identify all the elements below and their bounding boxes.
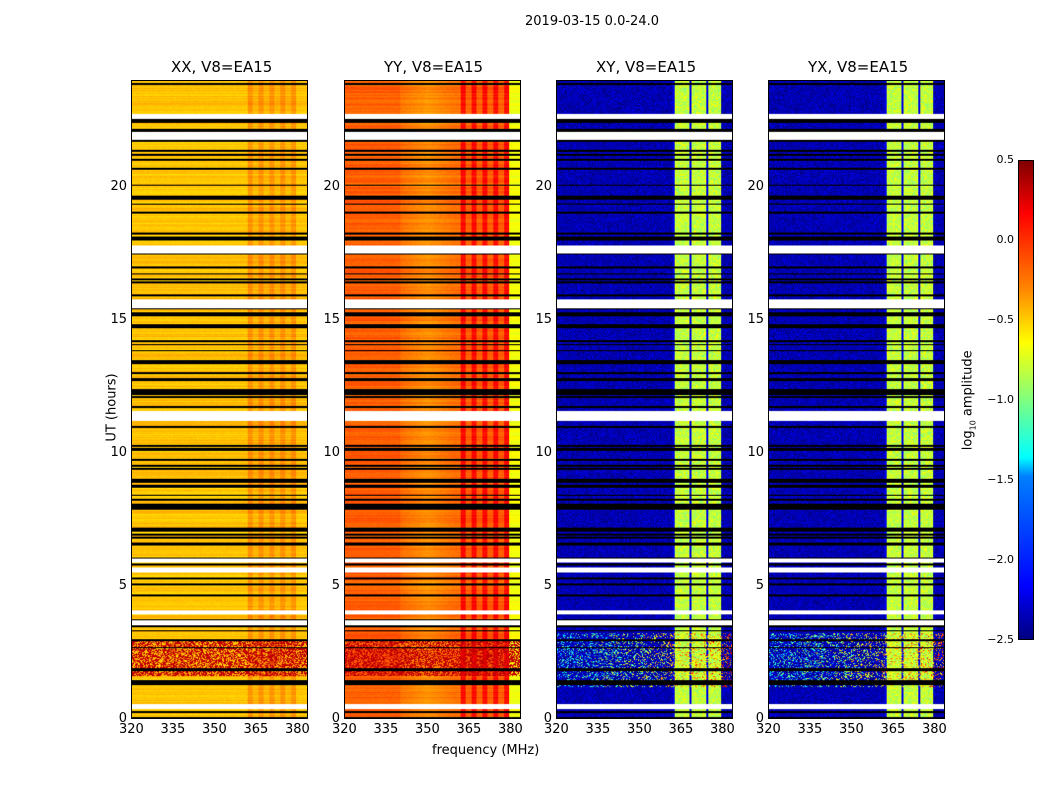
x-tick-label: 320 [119, 722, 144, 737]
x-tick-label: 350 [626, 722, 652, 737]
x-tick-label: 350 [838, 722, 864, 737]
y-tick-label: 5 [755, 577, 764, 593]
figure-title: 2019-03-15 0.0-24.0 [525, 14, 659, 29]
colorbar-tick-label: −1.5 [987, 473, 1014, 486]
heatmap-image [769, 81, 944, 718]
y-tick-label: 0 [118, 711, 127, 726]
y-axis-label: UT (hours) [104, 373, 120, 442]
x-tick-label: 365 [456, 722, 482, 737]
heatmap-panel-xy [556, 80, 733, 719]
colorbar-tick-label: −1.0 [987, 393, 1014, 406]
heatmap-panel-xx [131, 80, 308, 719]
y-tick-label: 0 [755, 711, 764, 726]
y-tick-label: 20 [323, 178, 340, 194]
x-tick-label: 380 [709, 722, 735, 737]
y-tick-label: 0 [543, 711, 552, 726]
x-tick-label: 365 [243, 722, 269, 737]
panel-title: YY, V8=EA15 [384, 58, 484, 76]
y-tick-label: 15 [747, 311, 764, 327]
x-tick-label: 380 [284, 722, 310, 737]
colorbar-label: log10 amplitude [960, 350, 978, 451]
colorbar-tick-label: 0.0 [996, 233, 1015, 246]
colorbar-tick-label: −2.0 [987, 553, 1014, 566]
y-tick-label: 15 [323, 311, 340, 327]
x-tick-label: 335 [585, 722, 611, 737]
heatmap-image [132, 81, 307, 718]
y-tick-label: 20 [110, 178, 127, 194]
heatmap-panel-yx [768, 80, 945, 719]
y-tick-label: 10 [110, 444, 127, 460]
y-tick-label: 10 [747, 444, 764, 460]
y-tick-label: 20 [535, 178, 552, 194]
colorbar-tick-label: −0.5 [987, 313, 1014, 326]
x-tick-label: 365 [880, 722, 906, 737]
x-tick-label: 350 [201, 722, 227, 737]
heatmap-image [557, 81, 732, 718]
y-tick-label: 5 [118, 577, 127, 593]
y-tick-label: 5 [543, 577, 552, 593]
x-tick-label: 320 [544, 722, 569, 737]
panel-title: YX, V8=EA15 [808, 58, 909, 76]
x-tick-label: 335 [373, 722, 399, 737]
colorbar-tick-label: −2.5 [987, 633, 1014, 646]
y-tick-label: 10 [323, 444, 340, 460]
panel-title: XX, V8=EA15 [171, 58, 273, 76]
y-tick-label: 15 [110, 311, 127, 327]
x-tick-label: 380 [921, 722, 947, 737]
heatmap-panel-yy [344, 80, 521, 719]
y-tick-label: 0 [331, 711, 340, 726]
x-axis-label: frequency (MHz) [432, 743, 540, 758]
x-tick-label: 335 [160, 722, 186, 737]
heatmap-image [345, 81, 520, 718]
colorbar-tick-label: 0.5 [996, 153, 1015, 166]
y-tick-label: 20 [747, 178, 764, 194]
x-tick-label: 350 [414, 722, 440, 737]
x-tick-label: 320 [756, 722, 781, 737]
y-tick-label: 10 [535, 444, 552, 460]
y-tick-label: 5 [331, 577, 340, 593]
panel-title: XY, V8=EA15 [596, 58, 697, 76]
x-tick-label: 380 [497, 722, 523, 737]
x-tick-label: 320 [332, 722, 357, 737]
x-tick-label: 335 [797, 722, 823, 737]
x-tick-label: 365 [668, 722, 694, 737]
y-tick-label: 15 [535, 311, 552, 327]
colorbar [1018, 160, 1034, 640]
